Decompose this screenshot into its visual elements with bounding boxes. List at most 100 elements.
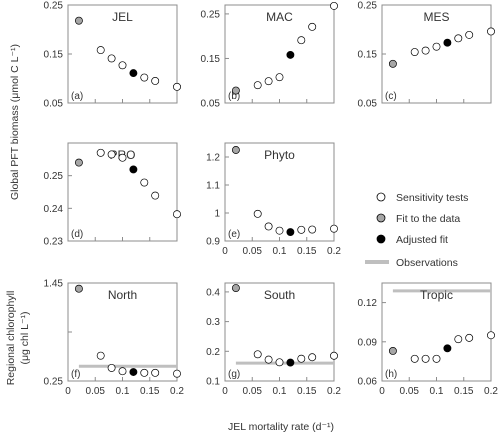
sensitivity-point [118, 61, 127, 70]
y-tick-label: 0.25 [44, 171, 64, 182]
panel-pro: 0.230.240.25PRO(d) [44, 142, 181, 248]
x-tick-label: 0.1 [273, 246, 287, 257]
y-tick-label: 0.9 [206, 237, 220, 248]
adjusted-point [286, 358, 295, 367]
sensitivity-point [465, 30, 474, 39]
sensitivity-point [330, 351, 338, 360]
y-axis-label-top: Global PFT biomass (μmol C L⁻¹) [9, 44, 21, 200]
sensitivity-point [330, 1, 338, 10]
y-tick-label: 0.1 [206, 377, 220, 388]
panel-south: 0.1 0.2 0.3 0.4 0 0.05 0.1 0.15 0.2 South (g) [206, 282, 341, 397]
panel-tag: (d) [71, 229, 83, 240]
panel-tag: (e) [228, 229, 240, 240]
sensitivity-point [253, 81, 262, 90]
panel-title: JEL [112, 10, 133, 24]
y-tick-label: 0.2 [206, 347, 220, 358]
sensitivity-point [140, 368, 149, 377]
sensitivity-point [297, 225, 306, 234]
sensitivity-point [421, 46, 430, 55]
legend-label-observations: Observations [396, 257, 458, 269]
sensitivity-point [173, 82, 181, 91]
y-tick-label: 1.2 [206, 153, 220, 164]
sensitivity-point [118, 153, 127, 162]
panel-tag: (f) [71, 369, 80, 380]
adjusted-point [286, 50, 295, 59]
panels: 0.05 0.15 0.25 JEL (a) 0.05 0.15 0.25 MAC (b) 0.05… [44, 1, 499, 398]
fit-point [388, 59, 397, 68]
y-tick-label: 0.3 [206, 317, 220, 328]
sensitivity-point [487, 27, 495, 36]
legend-open-circle-icon [376, 192, 386, 202]
panel-title: MES [423, 10, 449, 24]
sensitivity-point [96, 148, 105, 157]
sensitivity-point [96, 46, 105, 55]
x-tick-label: 0.1 [430, 386, 444, 397]
sensitivity-point [275, 73, 284, 82]
adjusted-point [286, 228, 295, 236]
panel-title: MAC [266, 10, 293, 24]
y-tick-label: 0.25 [44, 1, 64, 12]
y-tick-label: 0.06 [358, 377, 378, 388]
fit-point [231, 284, 240, 292]
sensitivity-point [151, 76, 160, 85]
fit-point [74, 158, 83, 167]
legend-label-fit: Fit to the data [396, 213, 460, 225]
y-tick-label: 0.23 [44, 237, 64, 248]
fit-point [388, 346, 397, 355]
panel-tag: (a) [71, 91, 83, 102]
y-tick-label: 0.05 [358, 99, 378, 110]
legend-label-adjusted: Adjusted fit [396, 234, 448, 246]
x-tick-label: 0 [379, 386, 385, 397]
sensitivity-point [264, 222, 273, 231]
panel-tag: (g) [228, 369, 240, 380]
panel-mes: 0.05 0.15 0.25 MES (c) [358, 1, 495, 110]
y-tick-label: 0.15 [358, 50, 378, 61]
legend-label-sensitivity: Sensitivity tests [396, 192, 468, 204]
y-tick-label: 0.25 [201, 9, 221, 20]
panel-tag: (c) [385, 91, 397, 102]
sensitivity-point [140, 73, 149, 82]
y-tick-label: 0.05 [44, 99, 64, 110]
y-tick-label: 1 [214, 209, 220, 220]
sensitivity-point [275, 358, 284, 367]
adjusted-point [129, 165, 138, 174]
panel-tropic: 0.06 0.09 0.12 0 0.05 0.1 0.15 0.2 Tropic (h) [358, 282, 498, 397]
panel-north: 0.25 1.45 0 0.05 0.1 0.15 0.2 North (f) [44, 279, 185, 398]
x-tick-label: 0.15 [297, 386, 317, 397]
panel-tag: (b) [228, 91, 240, 102]
fit-point [74, 16, 83, 25]
sensitivity-point [432, 354, 441, 363]
x-tick-label: 0.15 [454, 386, 474, 397]
x-tick-label: 0.1 [273, 386, 287, 397]
y-tick-label: 0.24 [44, 204, 64, 215]
legend: Sensitivity tests Fit to the data Adjust… [365, 192, 468, 269]
sensitivity-point [308, 225, 317, 234]
sensitivity-point [454, 335, 463, 344]
sensitivity-point [107, 54, 116, 63]
x-tick-label: 0.2 [170, 386, 184, 397]
sensitivity-point [264, 77, 273, 86]
sensitivity-point [275, 226, 284, 235]
x-tick-label: 0 [65, 386, 71, 397]
sensitivity-point [107, 363, 116, 372]
fit-point [231, 86, 240, 95]
sensitivity-point [487, 331, 495, 340]
x-tick-label: 0.1 [116, 386, 130, 397]
legend-black-circle-icon [376, 234, 386, 244]
panel-tag: (h) [385, 369, 397, 380]
y-tick-label: 0.4 [206, 287, 220, 298]
legend-grey-circle-icon [376, 213, 386, 223]
sensitivity-point [297, 36, 306, 45]
x-tick-label: 0.2 [327, 246, 341, 257]
adjusted-point [129, 69, 138, 78]
x-tick-label: 0.05 [243, 246, 263, 257]
sensitivity-point [297, 354, 306, 363]
fit-point [74, 284, 83, 293]
x-tick-label: 0.2 [327, 386, 341, 397]
adjusted-point [129, 368, 138, 376]
sensitivity-point [330, 224, 338, 233]
x-tick-label: 0.05 [400, 386, 420, 397]
adjusted-point [443, 38, 452, 47]
y-axis-label-bottom-line2: (μg chl L⁻¹) [19, 311, 31, 364]
